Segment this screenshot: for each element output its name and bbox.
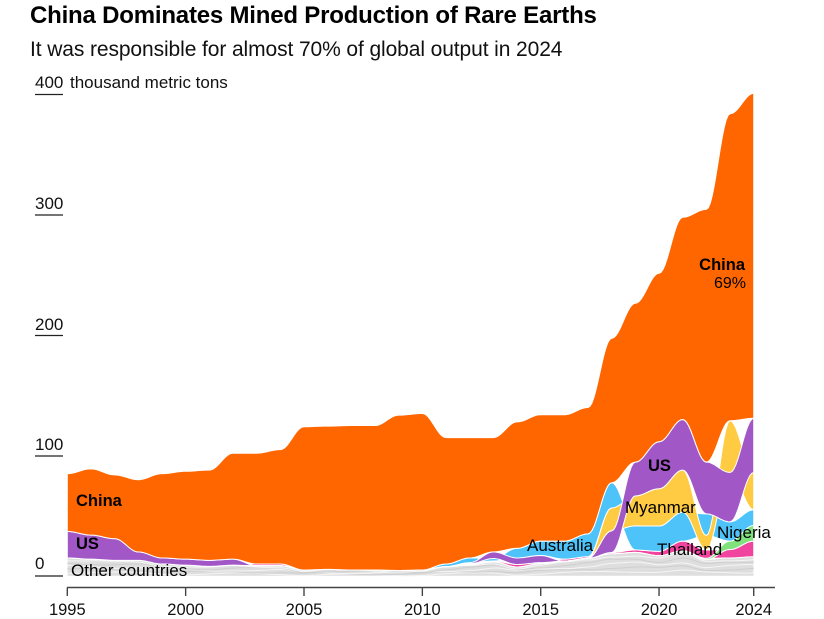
label-australia: Australia xyxy=(527,535,594,555)
y-tick-label-400: 400 xyxy=(35,73,64,92)
y-axis-unit-label: thousand metric tons xyxy=(70,73,228,92)
label-us-left: US xyxy=(76,535,99,553)
label-china-share: 69% xyxy=(713,274,746,292)
x-tick-label-2015: 2015 xyxy=(522,601,560,619)
label-thailand: Thailand xyxy=(657,539,723,559)
y-tick-label-0: 0 xyxy=(35,554,45,573)
series-areas xyxy=(66,92,755,577)
x-tick-label-2024: 2024 xyxy=(735,601,773,619)
label-us-right: US xyxy=(648,457,671,475)
y-tick-label-100: 100 xyxy=(35,435,64,454)
x-tick-label-2020: 2020 xyxy=(640,601,678,619)
other-countries-strand xyxy=(67,569,754,577)
label-china-right: China xyxy=(699,256,745,274)
y-tick-label-200: 200 xyxy=(35,314,64,334)
other-countries-strand xyxy=(67,565,754,576)
axes xyxy=(35,93,775,596)
chart-title: China Dominates Mined Production of Rare… xyxy=(30,2,597,29)
label-myanmar: Myanmar xyxy=(625,497,696,517)
series-area-china xyxy=(66,92,755,571)
x-tick-label-2000: 2000 xyxy=(167,601,204,619)
chart-subtitle: It was responsible for almost 70% of glo… xyxy=(30,38,563,61)
x-tick-label-2010: 2010 xyxy=(403,601,441,619)
other-countries-strand xyxy=(67,557,754,574)
x-tick-label-2005: 2005 xyxy=(285,601,323,619)
other-countries-strand xyxy=(67,552,754,573)
label-other-countries: Other countries xyxy=(71,560,188,580)
label-nigeria: Nigeria xyxy=(717,522,771,542)
x-tick-label-1995: 1995 xyxy=(48,601,86,619)
label-china-left: China xyxy=(76,492,122,510)
y-tick-label-300: 300 xyxy=(35,194,64,213)
